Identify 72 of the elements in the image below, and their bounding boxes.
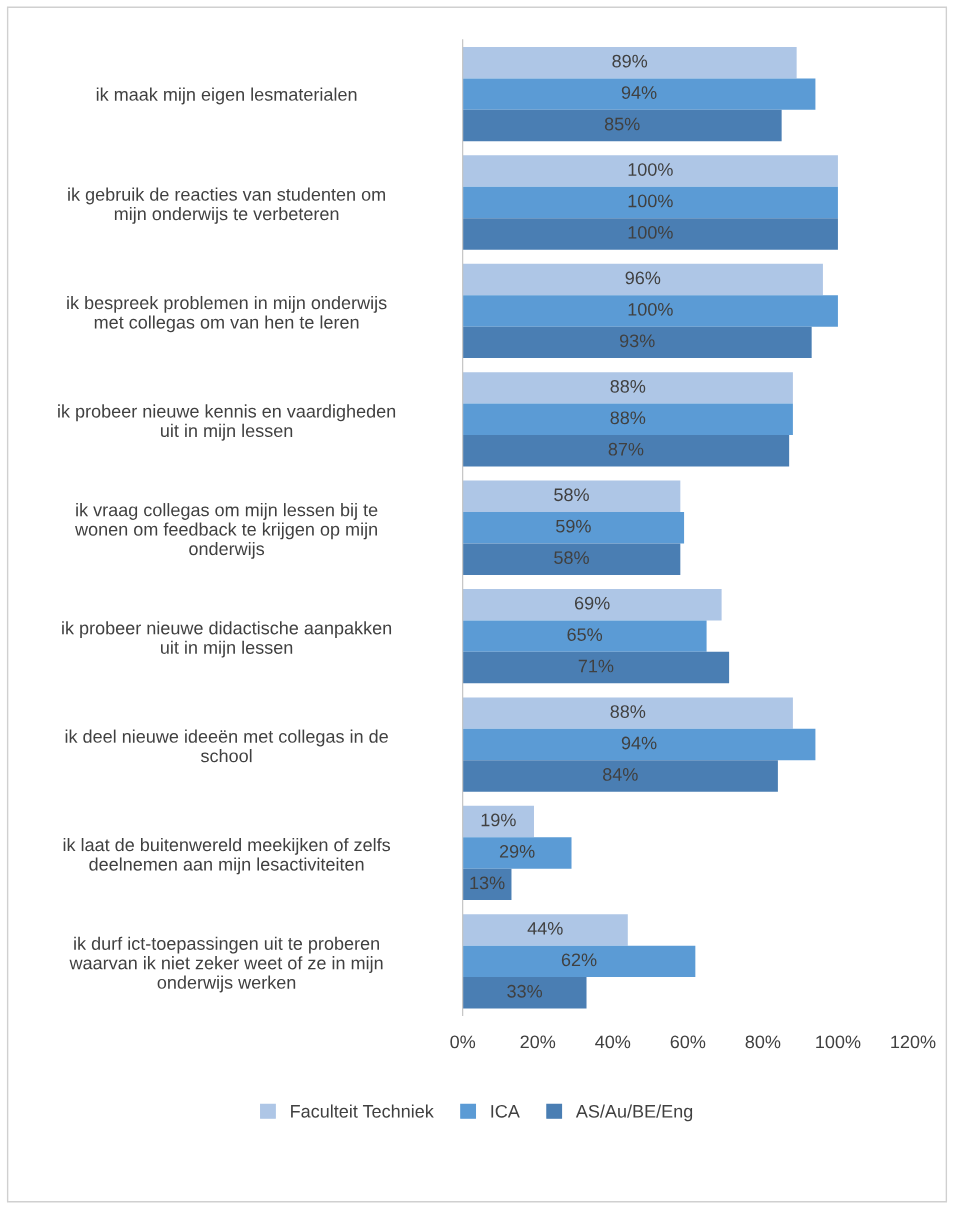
bar (462, 543, 681, 575)
data-label: 94% (621, 86, 657, 99)
bar (462, 78, 816, 110)
legend-label: AS/Au/BE/Eng (575, 1104, 693, 1122)
legend-label: Faculteit Techniek (291, 1104, 434, 1118)
bar (462, 480, 681, 513)
data-label: 100% (628, 226, 673, 239)
bar (462, 295, 838, 327)
bar (462, 326, 812, 359)
bar (462, 403, 793, 436)
x-tick-label: 80% (745, 1035, 781, 1049)
bar (462, 805, 534, 838)
bar (462, 945, 696, 978)
bar (462, 620, 707, 652)
data-label: 84% (603, 768, 638, 781)
bar (462, 914, 628, 946)
bar (462, 372, 793, 404)
data-label: 88% (610, 705, 646, 718)
data-label: 19% (481, 813, 516, 827)
bar (462, 46, 797, 79)
data-label: 65% (567, 628, 603, 641)
bar (462, 263, 823, 296)
data-label: 88% (610, 379, 646, 393)
y-tick-label: ik vraag collegas om mijn lessen bij te wonen om feedback te krijgen op mijn onderwijs (75, 503, 378, 559)
data-label: 59% (556, 519, 591, 533)
data-label: 94% (621, 736, 657, 750)
data-label: 69% (575, 596, 610, 610)
data-label: 85% (604, 117, 640, 131)
x-tick-label: 20% (520, 1035, 556, 1049)
y-tick-label: ik laat de buitenwereld meekijken of zelfs deelnemen aan mijn lesactiviteiten (63, 837, 391, 875)
x-tick-label: 60% (670, 1035, 706, 1049)
data-label: 96% (625, 271, 661, 285)
bar (462, 651, 730, 684)
data-label: 87% (608, 442, 644, 456)
data-label: 100% (628, 194, 673, 208)
bar (462, 186, 838, 219)
data-label: 29% (499, 845, 535, 858)
x-tick-label: 0% (450, 1035, 476, 1049)
bar (462, 588, 722, 621)
bar (462, 435, 790, 467)
x-tick-label: 120% (891, 1035, 936, 1049)
bar (462, 760, 778, 792)
x-tick-label: 40% (595, 1035, 631, 1049)
data-label: 93% (619, 334, 655, 348)
data-label: 44% (527, 922, 563, 935)
bar (462, 977, 587, 1009)
data-label: 88% (610, 411, 646, 425)
y-tick-label: ik probeer nieuwe kennis en vaardigheden uit in mijn lessen (58, 404, 396, 441)
bar (462, 728, 816, 761)
x-tick-label: 100% (816, 1035, 861, 1049)
y-tick-label: ik maak mijn eigen lesmaterialen (96, 87, 357, 105)
y-tick-label: ik bespreek problemen in mijn onderwijs met collegas om van hen te leren (67, 295, 387, 333)
data-label: 33% (507, 984, 543, 998)
bar (462, 512, 685, 544)
y-tick-label: ik gebruik de reacties van studenten om mijn onderwijs te verbeteren (68, 187, 385, 224)
data-label: 13% (470, 876, 505, 890)
data-label: 100% (628, 302, 673, 316)
y-tick-label: ik deel nieuwe ideeën met collegas in de school (65, 729, 388, 763)
bar (462, 109, 782, 142)
y-tick-label: ik durf ict-toepassingen uit te proberen waarvan ik niet zeker weet of ze in mijn onderwijs werken (69, 936, 383, 993)
data-label: 62% (561, 953, 597, 967)
data-label: 58% (554, 488, 589, 502)
data-label: 58% (554, 551, 589, 565)
bar (462, 218, 838, 250)
data-label: 71% (578, 659, 614, 673)
legend-label: ICA (491, 1104, 520, 1118)
bar (462, 837, 572, 869)
bar (462, 155, 838, 187)
data-label: 89% (612, 54, 648, 68)
bar (462, 697, 793, 729)
data-label: 100% (628, 163, 673, 176)
y-tick-label: ik probeer nieuwe didactische aanpakken uit in mijn lessen (62, 621, 392, 658)
